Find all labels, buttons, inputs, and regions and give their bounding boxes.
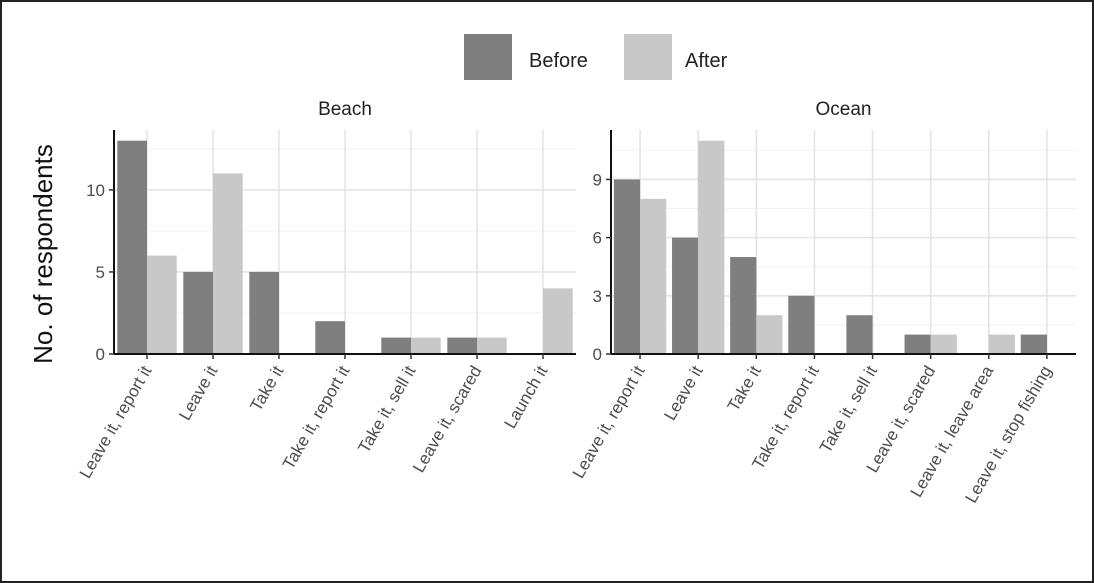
bar-before-leave-it-stop-fishing <box>1020 334 1047 354</box>
x-tick-label: Take it, report it <box>279 362 354 472</box>
bar-after-leave-it-report-it <box>640 198 667 354</box>
y-tick-label: 3 <box>593 287 602 306</box>
bar-before-take-it-sell-it <box>381 337 411 354</box>
y-tick-label: 9 <box>593 170 602 189</box>
x-tick-label: Leave it <box>660 362 706 423</box>
y-axis-label: No. of respondents <box>28 144 58 364</box>
bar-before-leave-it <box>672 237 699 354</box>
bar-after-launch-it <box>543 288 573 354</box>
legend-label-after: After <box>685 50 728 72</box>
x-tick-label: Take it, sell it <box>354 362 419 456</box>
panel-beach: Beach 0 5 10 Leave it, report it Leave it Take… <box>76 99 576 482</box>
x-tick-label: Leave it, scared <box>409 363 485 476</box>
bar-before-take-it <box>730 257 757 354</box>
bar-before-leave-it-scared <box>904 334 931 354</box>
panel-title: Beach <box>318 99 372 120</box>
x-tick-label: Leave it <box>175 362 221 423</box>
bar-before-leave-it-scared <box>447 337 477 354</box>
x-tick-label: Leave it, report it <box>569 362 649 481</box>
bar-before-take-it-report-it <box>788 295 815 354</box>
panel-title: Ocean <box>816 99 872 120</box>
x-tick-label: Leave it, report it <box>76 362 156 481</box>
x-tick-label: Take it <box>246 362 287 414</box>
legend-label-before: Before <box>529 50 588 72</box>
y-tick-label: 5 <box>96 263 105 282</box>
y-tick-label: 10 <box>86 181 105 200</box>
y-tick-label: 0 <box>593 345 602 364</box>
panel-ocean: Ocean 0 3 6 9 Leave it, report it Leave it Take… <box>569 99 1076 506</box>
bar-before-take-it <box>249 271 279 354</box>
bar-after-leave-it <box>698 140 725 354</box>
bar-before-take-it-report-it <box>315 321 345 354</box>
x-tick-label: Take it <box>724 362 765 414</box>
bar-after-leave-it-scared <box>477 337 507 354</box>
legend: Before After <box>464 34 728 80</box>
bar-after-take-it <box>756 315 783 354</box>
legend-swatch-after <box>624 34 672 80</box>
bar-after-take-it-sell-it <box>411 337 441 354</box>
bar-after-leave-it-leave-area <box>988 334 1015 354</box>
bar-before-leave-it-report-it <box>613 179 641 354</box>
bar-after-leave-it-report-it <box>147 255 177 354</box>
y-tick-label: 0 <box>96 345 105 364</box>
bar-after-leave-it-scared <box>930 334 957 354</box>
y-tick-label: 6 <box>593 229 602 248</box>
bar-before-take-it-sell-it <box>846 315 873 354</box>
bar-before-leave-it-report-it <box>117 140 147 354</box>
legend-swatch-before <box>464 34 512 80</box>
x-tick-label: Launch it <box>501 362 552 431</box>
bar-before-leave-it <box>183 271 213 354</box>
x-tick-label: Take it, sell it <box>816 362 881 456</box>
bar-after-leave-it <box>213 173 243 354</box>
